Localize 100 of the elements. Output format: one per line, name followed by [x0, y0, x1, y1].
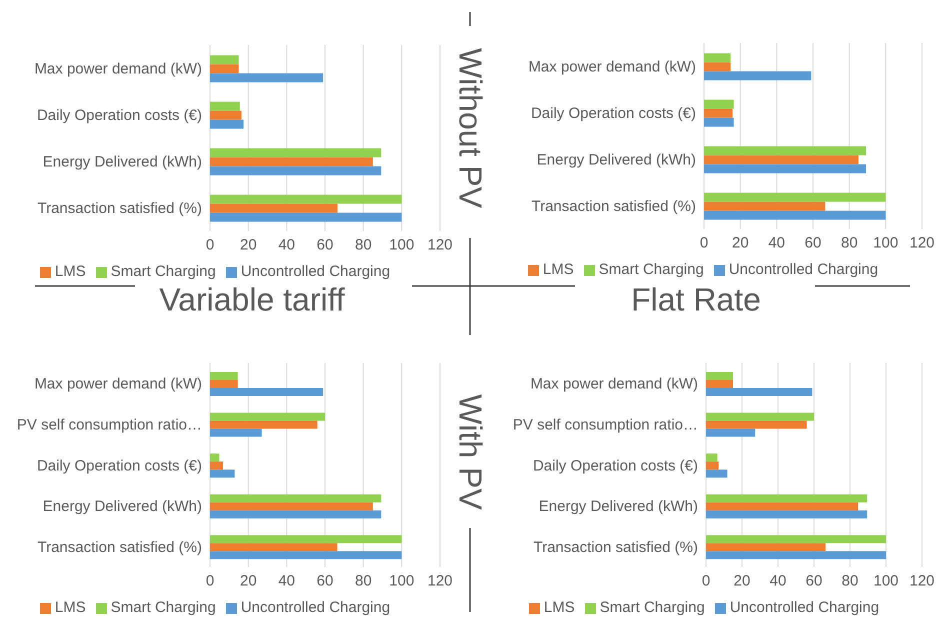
- x-tick-label: 40: [278, 572, 296, 590]
- legend-label: Smart Charging: [110, 263, 216, 280]
- x-tick-label: 120: [427, 572, 453, 590]
- legend-label: LMS: [54, 599, 86, 616]
- y-tick-label: Max power demand (kW): [34, 60, 202, 78]
- legend-label: Uncontrolled Charging: [240, 263, 390, 280]
- bar: [704, 192, 886, 202]
- bar: [706, 372, 733, 380]
- text: Without PV: [452, 44, 488, 212]
- y-tick-label: Transaction satisfied (%): [37, 538, 202, 556]
- x-tick-label: 60: [316, 236, 334, 254]
- bar: [210, 148, 382, 158]
- bar: [210, 166, 382, 176]
- bar: [706, 510, 868, 518]
- bar: [706, 502, 858, 510]
- legend-label: Smart Charging: [110, 599, 216, 616]
- x-tick-label: 40: [770, 572, 786, 590]
- bar: [706, 551, 886, 560]
- x-tick-label: 120: [909, 572, 935, 590]
- bar: [210, 102, 240, 111]
- bar: [704, 71, 812, 80]
- y-tick-label: Daily Operation costs (€): [532, 457, 698, 474]
- x-tick-label: 0: [702, 572, 710, 590]
- text: Flat Rate: [627, 282, 765, 318]
- bar: [706, 420, 807, 429]
- y-tick-label: Daily Operation costs (€): [36, 457, 202, 474]
- bar: [704, 62, 731, 72]
- bar: [210, 194, 402, 204]
- x-tick-label: 0: [700, 234, 708, 252]
- bar: [210, 470, 235, 478]
- y-tick-label: Daily Operation costs (€): [36, 107, 202, 124]
- bar: [210, 380, 238, 388]
- legend-label: Smart Charging: [598, 261, 704, 278]
- bar: [210, 494, 382, 502]
- x-tick-label: 20: [734, 572, 750, 590]
- x-tick-label: 120: [909, 234, 935, 252]
- y-tick-label: Max power demand (kW): [34, 376, 202, 393]
- y-tick-label: Energy Delivered (kWh): [42, 498, 202, 516]
- x-tick-label: 20: [240, 236, 257, 254]
- bar: [704, 118, 734, 127]
- legend-label: LMS: [544, 599, 575, 616]
- x-tick-label: 80: [842, 572, 858, 590]
- bar: [704, 146, 866, 156]
- y-tick-label: Transaction satisfied (%): [531, 198, 696, 216]
- bar: [706, 428, 756, 437]
- bar: [704, 202, 826, 211]
- bar: [704, 53, 731, 62]
- bar: [210, 55, 239, 64]
- y-tick-label: Energy Delivered (kWh): [42, 154, 202, 171]
- bar: [706, 388, 812, 396]
- text: Variable tariff: [155, 282, 349, 318]
- y-tick-label: Max power demand (kW): [528, 58, 696, 76]
- x-tick-label: 40: [768, 234, 786, 252]
- bar: [210, 64, 239, 74]
- x-tick-label: 20: [732, 234, 749, 252]
- y-tick-label: Daily Operation costs (€): [530, 105, 696, 122]
- x-tick-label: 60: [806, 572, 822, 590]
- bar: [210, 372, 238, 380]
- bar: [210, 120, 244, 129]
- x-tick-label: 80: [354, 572, 372, 590]
- x-tick-label: 100: [873, 572, 899, 590]
- y-tick-label: PV self consumption ratio…: [512, 416, 698, 434]
- bar: [706, 462, 719, 470]
- x-tick-label: 0: [206, 572, 214, 590]
- bar: [210, 454, 220, 462]
- bar: [210, 157, 373, 166]
- bar: [210, 420, 318, 429]
- x-tick-label: 60: [804, 234, 822, 252]
- bar: [704, 210, 886, 220]
- bar: [706, 380, 733, 388]
- legend-label: LMS: [542, 261, 574, 278]
- bar: [706, 454, 718, 462]
- bar: [704, 164, 866, 174]
- y-tick-label: PV self consumption ratio…: [16, 416, 202, 434]
- bar: [210, 462, 224, 470]
- bar: [704, 155, 858, 164]
- bar: [704, 100, 734, 109]
- y-tick-label: Transaction satisfied (%): [37, 200, 202, 218]
- legend-label: Smart Charging: [600, 599, 705, 616]
- x-tick-label: 80: [354, 236, 372, 254]
- x-tick-label: 20: [240, 572, 257, 590]
- x-tick-label: 40: [278, 236, 296, 254]
- y-tick-label: Transaction satisfied (%): [533, 538, 698, 556]
- bar: [706, 543, 826, 552]
- x-tick-label: 100: [873, 234, 898, 252]
- legend-label: LMS: [54, 263, 86, 280]
- bar: [210, 535, 402, 544]
- y-tick-label: Max power demand (kW): [530, 376, 698, 393]
- bar: [210, 388, 324, 396]
- bar: [210, 412, 325, 421]
- x-tick-label: 100: [389, 572, 414, 590]
- bar: [706, 535, 886, 544]
- legend-label: Uncontrolled Charging: [240, 599, 390, 616]
- bar: [210, 204, 338, 213]
- y-tick-label: Energy Delivered (kWh): [536, 152, 696, 169]
- x-tick-label: 60: [316, 572, 334, 590]
- bar: [210, 551, 402, 560]
- bar: [210, 212, 402, 222]
- legend-label: Uncontrolled Charging: [728, 261, 878, 278]
- bar: [704, 108, 733, 118]
